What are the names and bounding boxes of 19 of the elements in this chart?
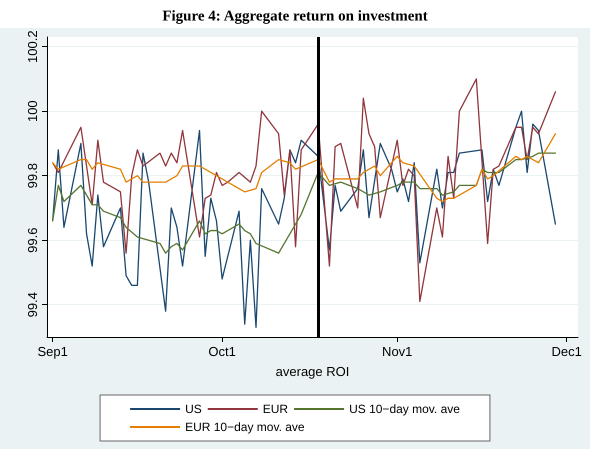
y-tick-label: 100	[25, 100, 40, 122]
legend-label: US	[185, 402, 202, 416]
x-tick-label: Oct1	[208, 344, 236, 359]
y-tick-label: 100.2	[25, 30, 40, 63]
y-tick-label: 99.8	[25, 163, 40, 188]
line-series	[52, 78, 556, 302]
y-tick-label: 99.6	[25, 228, 40, 253]
x-axis-title: average ROI	[276, 364, 350, 379]
line-series	[52, 152, 556, 254]
x-tick-label: Dec1	[552, 344, 582, 359]
legend-label: US 10−day mov. ave	[349, 402, 460, 416]
x-tick-label: Nov1	[382, 344, 412, 359]
line-series	[52, 133, 556, 202]
legend-label: EUR 10−day mov. ave	[185, 420, 305, 434]
legend-label: EUR	[262, 402, 288, 416]
line-series	[52, 110, 556, 328]
x-tick-label: Sep1	[37, 344, 68, 359]
y-tick-label: 99.4	[25, 292, 40, 318]
chart-title: Figure 4: Aggregate return on investment	[162, 8, 428, 24]
